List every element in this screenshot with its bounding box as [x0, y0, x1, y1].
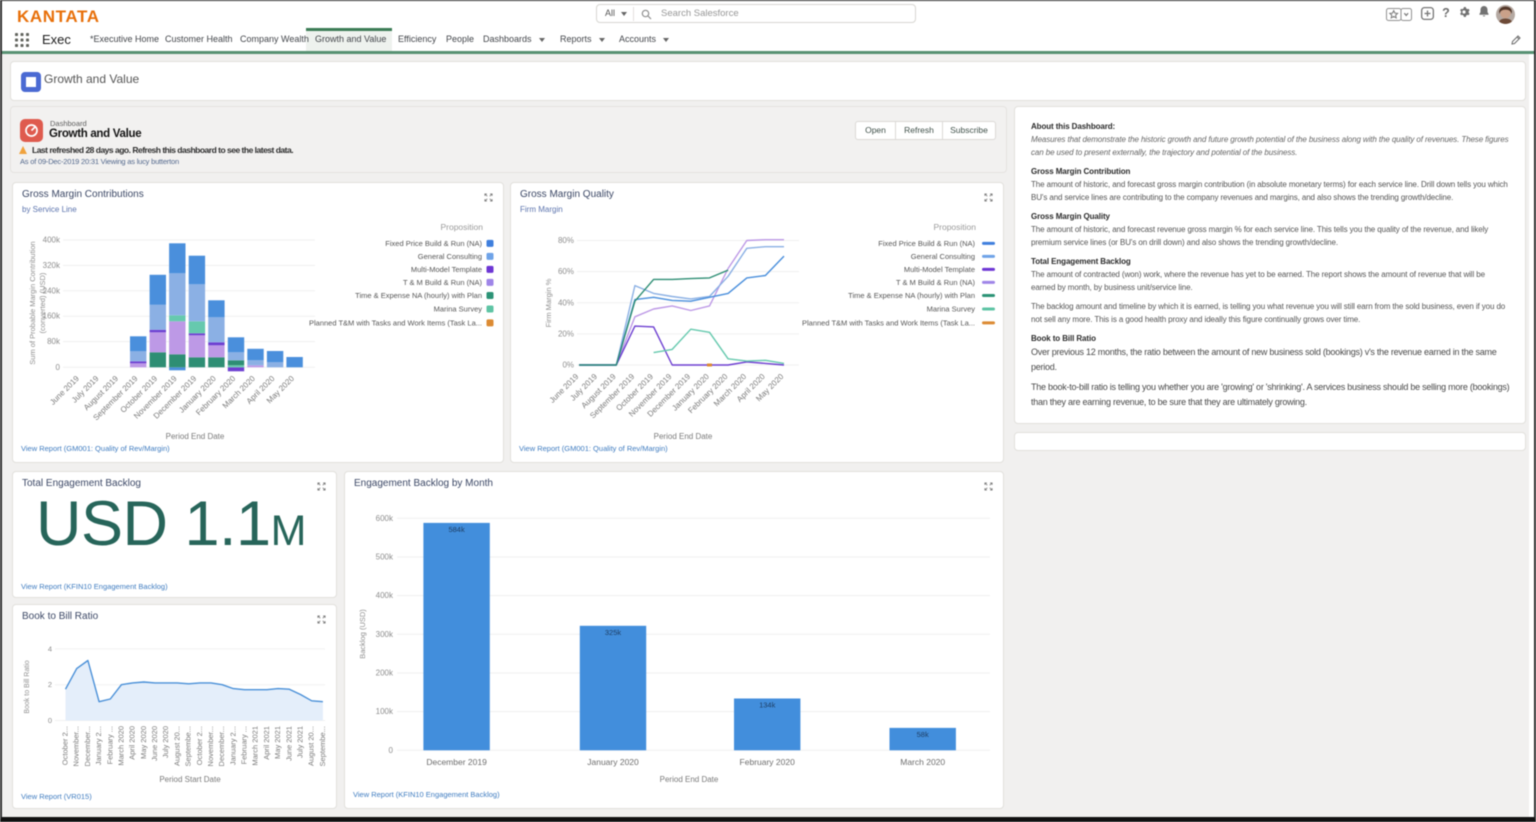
svg-text:Period Start Date: Period Start Date: [159, 775, 221, 784]
svg-text:0%: 0%: [562, 361, 574, 370]
svg-text:600k: 600k: [376, 514, 394, 523]
svg-text:Time & Expense NA (hourly) wit: Time & Expense NA (hourly) with Plan: [355, 291, 482, 300]
svg-text:Period End Date: Period End Date: [654, 432, 713, 441]
svg-text:Proposition: Proposition: [440, 222, 483, 232]
svg-text:Planned T&M with Tasks and Wor: Planned T&M with Tasks and Work Items (T…: [802, 318, 975, 327]
svg-text:August 20...: August 20...: [172, 726, 181, 766]
svg-text:200k: 200k: [376, 669, 394, 678]
svg-text:80%: 80%: [558, 236, 574, 245]
svg-text:May 2021: May 2021: [273, 726, 282, 759]
svg-text:March 2020: March 2020: [900, 757, 945, 767]
svg-text:60%: 60%: [558, 267, 574, 276]
svg-text:April 2021: April 2021: [262, 726, 271, 760]
svg-text:October 2...: October 2...: [60, 726, 69, 765]
svg-text:160k: 160k: [43, 312, 61, 321]
svg-text:November...: November...: [206, 726, 215, 766]
svg-text:100k: 100k: [376, 707, 394, 716]
svg-text:Marina Survey: Marina Survey: [434, 305, 483, 314]
svg-text:Book to Bill Ratio: Book to Bill Ratio: [24, 660, 31, 713]
svg-text:0: 0: [48, 716, 52, 725]
svg-text:March 2020: March 2020: [116, 726, 125, 766]
svg-text:80k: 80k: [47, 337, 61, 346]
svg-text:134k: 134k: [759, 701, 776, 710]
svg-text:Firm Margin %: Firm Margin %: [544, 278, 553, 327]
svg-text:Multi-Model Template: Multi-Model Template: [411, 265, 482, 274]
svg-text:?: ?: [1442, 6, 1450, 20]
svg-text:0: 0: [56, 363, 61, 372]
svg-text:October 2...: October 2...: [195, 726, 204, 765]
svg-text:April 2020: April 2020: [128, 726, 137, 760]
svg-text:February ...: February ...: [105, 726, 114, 764]
svg-text:June 2020: June 2020: [150, 726, 159, 761]
svg-text:240k: 240k: [43, 286, 61, 295]
svg-text:58k: 58k: [917, 730, 929, 739]
svg-text:0: 0: [389, 746, 394, 755]
svg-text:June 2021: June 2021: [284, 726, 293, 761]
svg-text:February ...: February ...: [239, 726, 248, 764]
svg-text:Fixed Price Build & Run (NA): Fixed Price Build & Run (NA): [385, 239, 482, 248]
svg-text:Planned T&M with Tasks and Wor: Planned T&M with Tasks and Work Items (T…: [309, 318, 482, 327]
svg-text:General Consulting: General Consulting: [911, 252, 975, 261]
svg-text:Fixed Price Build & Run (NA): Fixed Price Build & Run (NA): [878, 239, 975, 248]
svg-text:(converted) (USD): (converted) (USD): [38, 272, 47, 333]
svg-text:500k: 500k: [376, 553, 394, 562]
svg-text:December...: December...: [217, 726, 226, 766]
svg-text:July 2021: July 2021: [295, 726, 304, 758]
svg-text:January 2...: January 2...: [94, 726, 103, 765]
svg-text:Multi-Model Template: Multi-Model Template: [904, 265, 975, 274]
svg-text:Time & Expense NA (hourly) wit: Time & Expense NA (hourly) with Plan: [848, 291, 975, 300]
svg-text:December 2019: December 2019: [426, 757, 487, 767]
svg-text:May 2020: May 2020: [139, 726, 148, 759]
svg-text:320k: 320k: [43, 261, 61, 270]
svg-text:General Consulting: General Consulting: [418, 252, 482, 261]
svg-text:Septembe...: Septembe...: [318, 726, 327, 766]
svg-text:Period End Date: Period End Date: [166, 432, 225, 441]
svg-text:4: 4: [48, 644, 52, 653]
svg-text:325k: 325k: [605, 628, 622, 637]
svg-text:300k: 300k: [376, 630, 394, 639]
svg-text:Marina Survey: Marina Survey: [927, 305, 976, 314]
svg-text:20%: 20%: [558, 329, 574, 338]
svg-text:584k: 584k: [448, 525, 465, 534]
svg-text:Sum of Probable Margin Contrib: Sum of Probable Margin Contribution: [28, 241, 37, 364]
svg-text:March 2021: March 2021: [251, 726, 260, 766]
svg-text:January 2...: January 2...: [228, 726, 237, 765]
svg-text:400k: 400k: [43, 236, 61, 245]
svg-text:Proposition: Proposition: [933, 222, 976, 232]
svg-text:August 20...: August 20...: [307, 726, 316, 766]
svg-text:November...: November...: [72, 726, 81, 766]
svg-text:Septembe...: Septembe...: [184, 726, 193, 766]
svg-text:40%: 40%: [558, 298, 574, 307]
svg-text:T & M Build & Run (NA): T & M Build & Run (NA): [403, 278, 483, 287]
svg-text:400k: 400k: [376, 591, 394, 600]
svg-text:Period End Date: Period End Date: [660, 775, 719, 784]
svg-text:2: 2: [48, 680, 52, 689]
svg-text:T & M Build & Run (NA): T & M Build & Run (NA): [896, 278, 976, 287]
svg-text:July 2020: July 2020: [161, 726, 170, 758]
svg-text:February 2020: February 2020: [740, 757, 796, 767]
svg-text:January 2020: January 2020: [587, 757, 639, 767]
svg-text:December...: December...: [83, 726, 92, 766]
svg-text:Backlog (USD): Backlog (USD): [358, 609, 367, 659]
